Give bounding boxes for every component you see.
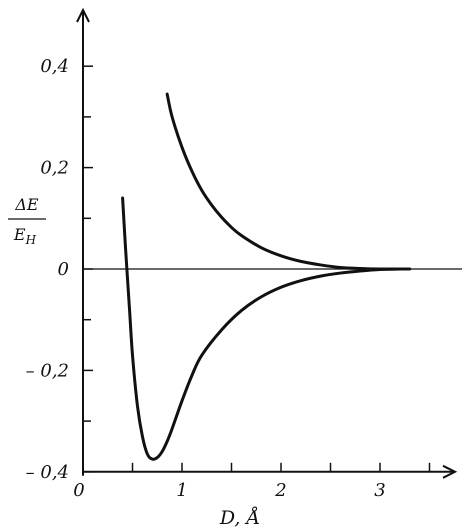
y-axis-label: ΔE EH — [8, 195, 46, 247]
y-tick-label: 0,2 — [40, 158, 69, 179]
x-tick-label: 3 — [374, 480, 385, 501]
y-tick-label: – 0,2 — [26, 360, 69, 381]
y-tick-label: 0 — [58, 259, 69, 280]
axes — [76, 7, 462, 479]
y-label-numerator: ΔE — [14, 195, 39, 214]
x-axis-label: D, Å — [219, 507, 260, 529]
tick-labels: – 0,4 – 0,2 0 0,2 0,4 0 1 2 3 — [26, 56, 386, 501]
x-tick-label: 2 — [274, 480, 286, 501]
x-tick-label: 1 — [176, 480, 187, 501]
y-label-denominator: EH — [13, 225, 37, 247]
y-axis-arrow — [76, 7, 90, 23]
y-tick-label: 0,4 — [40, 56, 69, 77]
x-axis-arrow — [442, 464, 458, 479]
series-line-2 — [121, 196, 402, 461]
y-tick-label: – 0,4 — [26, 462, 69, 483]
ticks — [83, 65, 431, 473]
series-group — [121, 92, 412, 461]
series-line-1 — [165, 92, 412, 271]
x-tick-label: 0 — [73, 480, 84, 501]
